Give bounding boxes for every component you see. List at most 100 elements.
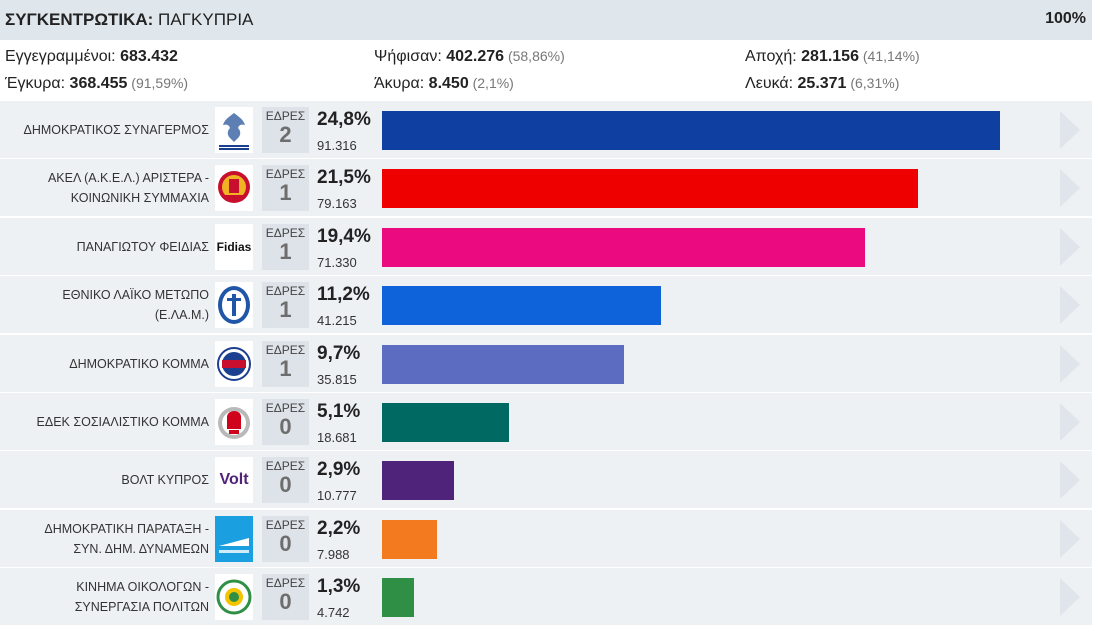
vote-percentage: 21,5% (317, 167, 371, 188)
vote-share-bar (382, 403, 509, 442)
party-name: ΔΗΜΟΚΡΑΤΙΚΟΣ ΣΥΝΑΓΕΡΜΟΣ (23, 122, 209, 137)
stat-invalid: Άκυρα: 8.450 (2,1%) (374, 75, 514, 92)
chevron-right-icon[interactable] (1058, 167, 1082, 209)
stat-abstention: Αποχή: 281.156 (41,14%) (745, 48, 920, 65)
results-header: ΣΥΓΚΕΝΤΡΩΤΙΚΑ: ΠΑΓΚΥΠΡΙΑ 100% (0, 0, 1092, 40)
seats-count: 0 (279, 472, 292, 497)
party-row[interactable]: ΕΘΝΙΚΟ ΛΑΪΚΟ ΜΕΤΩΠΟ (Ε.ΛΑ.Μ.) ΕΔΡΕΣ 1 11,2%… (0, 276, 1092, 333)
seats-count: 1 (279, 356, 292, 381)
vote-share-bar (382, 286, 661, 325)
vote-share-bar (382, 169, 918, 208)
vote-share-bar (382, 520, 437, 559)
party-row[interactable]: ΒΟΛΤ ΚΥΠΡΟΣ Volt ΕΔΡΕΣ 0 2,9% 10.777 (0, 451, 1092, 508)
edek-logo-icon (215, 399, 253, 445)
vote-count: 18.681 (317, 430, 357, 445)
chevron-right-icon[interactable] (1058, 576, 1082, 618)
counted-percentage: 100% (1045, 10, 1086, 27)
vote-percentage: 19,4% (317, 226, 371, 247)
seats-count: 0 (279, 414, 292, 439)
chevron-right-icon[interactable] (1058, 226, 1082, 268)
vote-count: 79.163 (317, 196, 357, 211)
vote-count: 7.988 (317, 547, 350, 562)
vote-count: 4.742 (317, 605, 350, 620)
vote-count: 35.815 (317, 372, 357, 387)
chevron-right-icon[interactable] (1058, 459, 1082, 501)
fidias-logo-icon: Fidias (215, 224, 253, 270)
turnout-stats: Εγγεγραμμένοι: 683.432 Ψήφισαν: 402.276 … (0, 40, 1092, 100)
chevron-right-icon[interactable] (1058, 284, 1082, 326)
chevron-right-icon[interactable] (1058, 518, 1082, 560)
vote-count: 71.330 (317, 255, 357, 270)
vote-share-bar (382, 578, 414, 617)
seats-label: ΕΔΡΕΣ (265, 518, 306, 532)
party-row[interactable]: ΔΗΜΟΚΡΑΤΙΚΗ ΠΑΡΑΤΑΞΗ - ΣΥΝ. ΔΗΜ. ΔΥΝΑΜΕΩ… (0, 510, 1092, 567)
chevron-right-icon[interactable] (1058, 109, 1082, 151)
vote-count: 41.215 (317, 313, 357, 328)
seats-count: 0 (279, 589, 292, 614)
party-name: ΔΗΜΟΚΡΑΤΙΚΗ ΠΑΡΑΤΑΞΗ - ΣΥΝ. ΔΗΜ. ΔΥΝΑΜΕΩ… (44, 521, 209, 556)
akel-logo-icon (215, 165, 253, 211)
seats-label: ΕΔΡΕΣ (265, 343, 306, 357)
vote-percentage: 11,2% (317, 284, 370, 305)
diko-logo-icon (215, 341, 253, 387)
ecologists-logo-icon (215, 574, 253, 620)
seats-box: ΕΔΡΕΣ 1 (262, 341, 309, 387)
vote-percentage: 9,7% (317, 343, 361, 364)
seats-count: 1 (279, 180, 292, 205)
seats-box: ΕΔΡΕΣ 0 (262, 457, 309, 503)
party-name: ΚΙΝΗΜΑ ΟΙΚΟΛΟΓΩΝ - ΣΥΝΕΡΓΑΣΙΑ ΠΟΛΙΤΩΝ (74, 579, 209, 614)
party-row[interactable]: ΑΚΕΛ (Α.Κ.Ε.Λ.) ΑΡΙΣΤΕΡΑ - ΚΟΙΝΩΝΙΚΗ ΣΥΜ… (0, 159, 1092, 216)
eagle-logo-icon (215, 107, 253, 153)
seats-box: ΕΔΡΕΣ 1 (262, 224, 309, 270)
seats-count: 1 (279, 297, 292, 322)
chevron-right-icon[interactable] (1058, 401, 1082, 443)
party-row[interactable]: ΔΗΜΟΚΡΑΤΙΚΟ ΚΟΜΜΑ ΕΔΡΕΣ 1 9,7% 35.815 (0, 335, 1092, 392)
party-row[interactable]: ΠΑΝΑΓΙΩΤΟΥ ΦΕΙΔΙΑΣ Fidias ΕΔΡΕΣ 1 19,4% 71.33… (0, 218, 1092, 275)
stat-voted: Ψήφισαν: 402.276 (58,86%) (374, 48, 565, 65)
seats-label: ΕΔΡΕΣ (265, 576, 306, 590)
fidias-logo-text: Fidias (216, 240, 252, 254)
volt-logo-text: Volt (219, 471, 249, 488)
vote-percentage: 5,1% (317, 401, 361, 422)
seats-label: ΕΔΡΕΣ (265, 109, 306, 123)
vote-percentage: 2,2% (317, 518, 361, 539)
seats-label: ΕΔΡΕΣ (265, 459, 306, 473)
seats-box: ΕΔΡΕΣ 0 (262, 399, 309, 445)
vote-percentage: 2,9% (317, 459, 361, 480)
vote-percentage: 1,3% (317, 576, 361, 597)
seats-label: ΕΔΡΕΣ (265, 401, 306, 415)
volt-logo-icon: Volt (215, 457, 253, 503)
seats-count: 0 (279, 531, 292, 556)
vote-count: 91.316 (317, 138, 357, 153)
party-row[interactable]: ΕΔΕΚ ΣΟΣΙΑΛΙΣΤΙΚΟ ΚΟΜΜΑ ΕΔΡΕΣ 0 5,1% 18.681 (0, 393, 1092, 450)
seats-box: ΕΔΡΕΣ 0 (262, 516, 309, 562)
seats-label: ΕΔΡΕΣ (265, 226, 306, 240)
vote-count: 10.777 (317, 488, 357, 503)
vote-share-bar (382, 461, 454, 500)
party-row[interactable]: ΔΗΜΟΚΡΑΤΙΚΟΣ ΣΥΝΑΓΕΡΜΟΣ ΕΔΡΕΣ 2 24,8% 91.316 (0, 101, 1092, 158)
party-row[interactable]: ΚΙΝΗΜΑ ΟΙΚΟΛΟΓΩΝ - ΣΥΝΕΡΓΑΣΙΑ ΠΟΛΙΤΩΝ ΕΔΡ… (0, 568, 1092, 625)
elam-logo-icon (215, 282, 253, 328)
vote-share-bar (382, 345, 624, 384)
vote-share-bar (382, 111, 1000, 150)
party-name: ΠΑΝΑΓΙΩΤΟΥ ΦΕΙΔΙΑΣ (76, 239, 209, 254)
seats-label: ΕΔΡΕΣ (265, 284, 306, 298)
seats-box: ΕΔΡΕΣ 2 (262, 107, 309, 153)
dipa-logo-icon (215, 516, 253, 562)
seats-box: ΕΔΡΕΣ 1 (262, 165, 309, 211)
party-name: ΑΚΕΛ (Α.Κ.Ε.Λ.) ΑΡΙΣΤΕΡΑ - ΚΟΙΝΩΝΙΚΗ ΣΥΜ… (47, 170, 209, 205)
seats-label: ΕΔΡΕΣ (265, 167, 306, 181)
party-name: ΕΔΕΚ ΣΟΣΙΑΛΙΣΤΙΚΟ ΚΟΜΜΑ (36, 414, 209, 429)
seats-box: ΕΔΡΕΣ 0 (262, 574, 309, 620)
stat-valid: Έγκυρα: 368.455 (91,59%) (5, 75, 189, 92)
chevron-right-icon[interactable] (1058, 343, 1082, 385)
seats-count: 1 (279, 239, 292, 264)
vote-percentage: 24,8% (317, 109, 371, 130)
party-name: ΔΗΜΟΚΡΑΤΙΚΟ ΚΟΜΜΑ (69, 356, 209, 371)
party-name: ΕΘΝΙΚΟ ΛΑΪΚΟ ΜΕΤΩΠΟ (Ε.ΛΑ.Μ.) (62, 287, 209, 322)
seats-count: 2 (279, 122, 292, 147)
seats-box: ΕΔΡΕΣ 1 (262, 282, 309, 328)
vote-share-bar (382, 228, 865, 267)
stat-registered: Εγγεγραμμένοι: 683.432 (5, 48, 178, 65)
stat-blank: Λευκά: 25.371 (6,31%) (745, 75, 900, 92)
